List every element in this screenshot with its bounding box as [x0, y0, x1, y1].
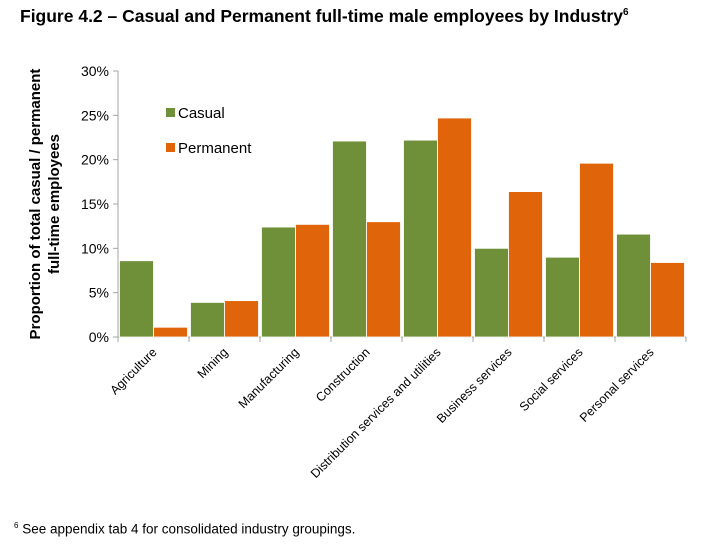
y-tick-label: 5% — [89, 285, 109, 301]
y-axis-title: full-time employees — [46, 134, 63, 274]
legend-swatch-permanent — [166, 143, 175, 152]
bar-casual — [261, 226, 296, 338]
legend-swatch-casual — [166, 108, 175, 117]
bar-casual — [332, 140, 367, 338]
bar-permanent — [295, 223, 330, 338]
bar-casual — [119, 260, 154, 338]
legend-label-casual: Casual — [178, 105, 225, 122]
y-tick-label: 20% — [81, 152, 109, 168]
bar-permanent — [579, 162, 614, 338]
y-tick-label: 25% — [81, 107, 109, 123]
figure-title-text: Figure 4.2 – Casual and Permanent full-t… — [20, 6, 623, 26]
bar-permanent — [366, 221, 401, 338]
bar-permanent — [508, 191, 543, 338]
bar-permanent — [650, 262, 685, 338]
legend-label-permanent: Permanent — [178, 140, 252, 157]
bar-casual — [616, 233, 651, 338]
x-tick-label: Business services — [434, 345, 515, 426]
bar-permanent — [224, 300, 259, 338]
bar-casual — [474, 247, 509, 338]
y-tick-label: 15% — [81, 196, 109, 212]
x-tick-label: Manufacturing — [236, 345, 302, 411]
y-axis-title: Proportion of total casual / permanent — [27, 69, 44, 340]
bar-permanent — [153, 326, 188, 338]
bar-chart: 0% 5% 10% 15% 20% 25% 30% Agriculture Mining Manu… — [27, 63, 687, 481]
title-footnote-marker: 6 — [622, 7, 629, 19]
bar-casual — [403, 139, 438, 338]
figure-title: Figure 4.2 – Casual and Permanent full-t… — [20, 6, 629, 27]
x-tick-label: Mining — [195, 345, 231, 381]
y-tick-label: 10% — [81, 240, 109, 256]
bar-casual — [545, 256, 580, 338]
footnote: 6 See appendix tab 4 for consolidated in… — [14, 521, 355, 537]
x-tick-label: Distribution services and utilities — [308, 345, 444, 481]
x-tick-label: Social services — [517, 345, 586, 414]
x-tick-label: Agriculture — [107, 345, 159, 397]
x-tick-label: Personal services — [577, 345, 657, 425]
y-tick-label: 0% — [89, 329, 109, 345]
x-tick-label: Construction — [313, 345, 373, 405]
bar-casual — [190, 302, 225, 338]
y-tick-label: 30% — [81, 63, 109, 79]
footnote-marker: 6 — [14, 521, 19, 530]
footnote-text: See appendix tab 4 for consolidated indu… — [18, 521, 356, 537]
bar-permanent — [437, 117, 472, 338]
